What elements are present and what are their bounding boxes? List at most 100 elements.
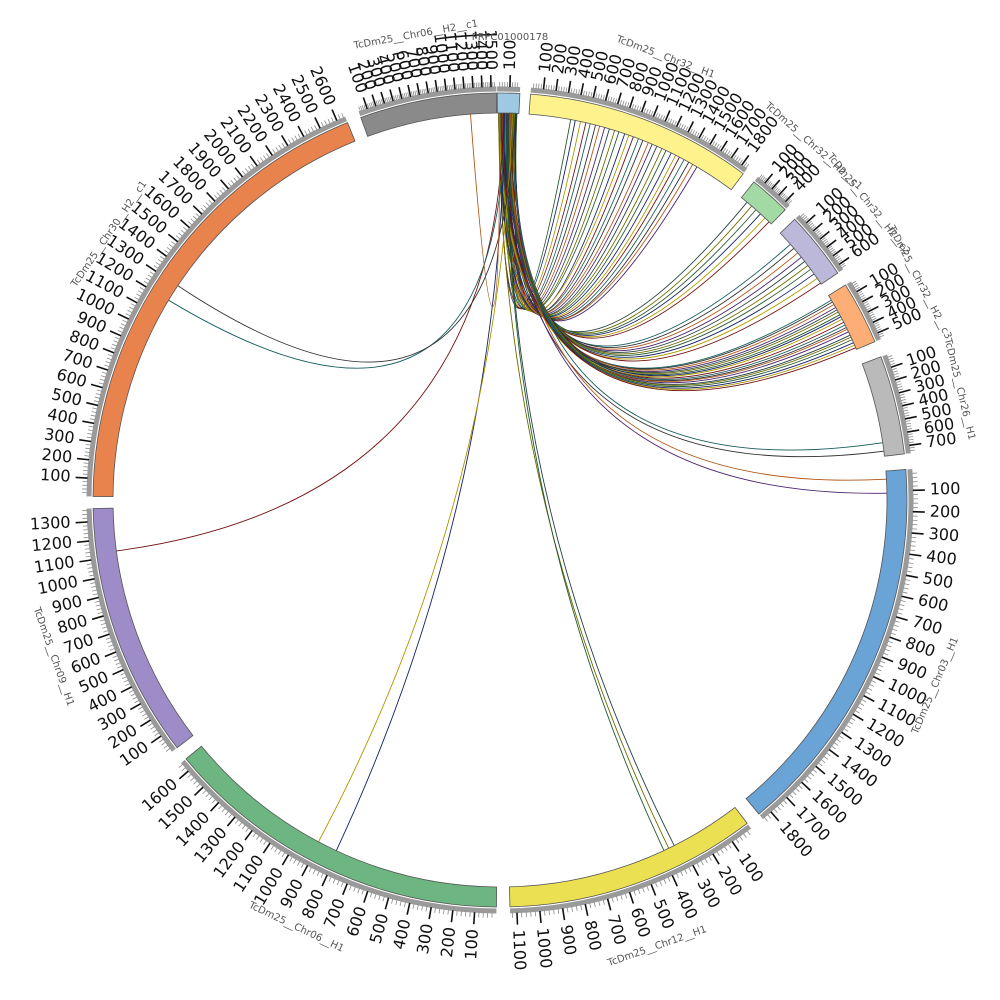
minor-tick [563,86,565,92]
major-tick [709,133,717,145]
major-tick [192,205,203,215]
minor-tick [864,303,870,307]
minor-tick [767,181,772,186]
major-tick [901,595,914,600]
minor-tick [761,176,766,181]
major-tick [856,284,868,293]
minor-tick [692,129,696,135]
minor-tick [394,95,397,101]
minor-tick [294,135,298,141]
tick-label: 100 [461,929,482,961]
minor-tick [782,195,787,200]
major-tick [86,401,99,407]
link-outline [507,113,853,387]
minor-tick [438,908,441,914]
minor-tick [696,132,700,138]
link-outline [177,113,516,363]
minor-tick [281,143,286,148]
minor-tick [128,689,134,693]
link-TcDm25_Chr32_H2_c3 [507,113,853,387]
major-tick [90,383,103,389]
minor-tick [544,910,546,916]
tick-label: 200 [930,502,961,522]
minor-tick [887,355,893,358]
minor-tick [205,793,210,798]
minor-tick [767,814,772,819]
minor-tick [660,114,663,120]
major-tick [671,875,679,887]
minor-tick [432,87,435,93]
tick-label: 300 [561,44,585,77]
minor-tick [134,700,140,704]
major-tick [321,874,328,887]
minor-tick [898,608,904,611]
ideogram-layer [92,92,908,908]
minor-tick [103,630,109,633]
minor-tick [553,85,555,91]
minor-tick [899,393,905,396]
minor-tick [855,286,860,291]
tick-strip [509,824,752,914]
minor-tick [624,101,627,107]
minor-tick [614,98,618,104]
minor-tick [143,280,149,285]
major-tick [771,179,781,190]
minor-tick [403,93,406,99]
link-TcDm25_Chr26_H1 [512,113,883,451]
minor-tick [774,187,779,192]
minor-tick [841,264,846,269]
minor-tick [94,396,100,399]
minor-tick [96,389,102,392]
minor-tick [86,563,93,565]
minor-tick [163,744,168,749]
minor-tick [256,159,261,165]
tick-label: 400 [389,917,414,951]
minor-tick [219,189,224,194]
minor-tick [161,741,166,746]
major-tick [741,154,750,166]
ideogram-TcDm25_Chr32_H1 [528,93,744,191]
minor-tick [312,869,316,875]
minor-tick [160,256,165,260]
minor-tick [183,226,188,231]
minor-tick [84,544,90,546]
link-outline [506,113,571,309]
minor-tick [102,626,108,629]
minor-tick [387,97,391,103]
major-tick [881,656,894,663]
minor-tick [331,117,334,123]
link-TcDm25_Chr32_H2_c1 [498,112,748,333]
minor-tick [130,693,136,697]
tick-label: 500 [366,911,393,946]
minor-tick [87,567,93,569]
minor-tick [168,244,174,248]
minor-tick [792,791,797,796]
minor-tick [735,156,739,161]
major-tick [209,801,220,812]
major-tick [539,910,542,924]
minor-tick [905,579,911,581]
minor-tick [648,109,651,115]
major-tick [280,134,289,147]
ideogram-TcDm25_Chr32_H2_c1 [740,181,786,225]
segment-label-PRFC01000178: PRFC01000178 [472,32,549,43]
link-TcDm25_Chr30_H2_c1 [177,113,516,363]
minor-tick [200,207,205,212]
minor-tick [320,873,324,878]
minor-tick [85,447,91,450]
minor-tick [876,668,882,672]
minor-tick [297,133,301,139]
major-tick [628,96,635,109]
tick-label: 100 [930,479,961,499]
minor-tick [908,562,914,564]
minor-tick [673,120,677,126]
minor-tick [846,724,851,729]
minor-tick [310,126,314,132]
minor-tick [129,306,134,310]
minor-tick [874,324,880,327]
minor-tick [117,665,123,669]
minor-tick [735,838,740,844]
major-tick [890,362,903,369]
minor-tick [441,86,443,92]
major-tick [863,694,875,703]
